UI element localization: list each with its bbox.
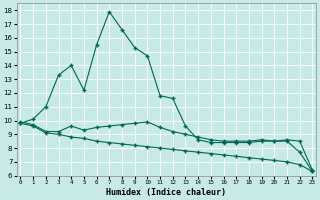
X-axis label: Humidex (Indice chaleur): Humidex (Indice chaleur) <box>107 188 227 197</box>
